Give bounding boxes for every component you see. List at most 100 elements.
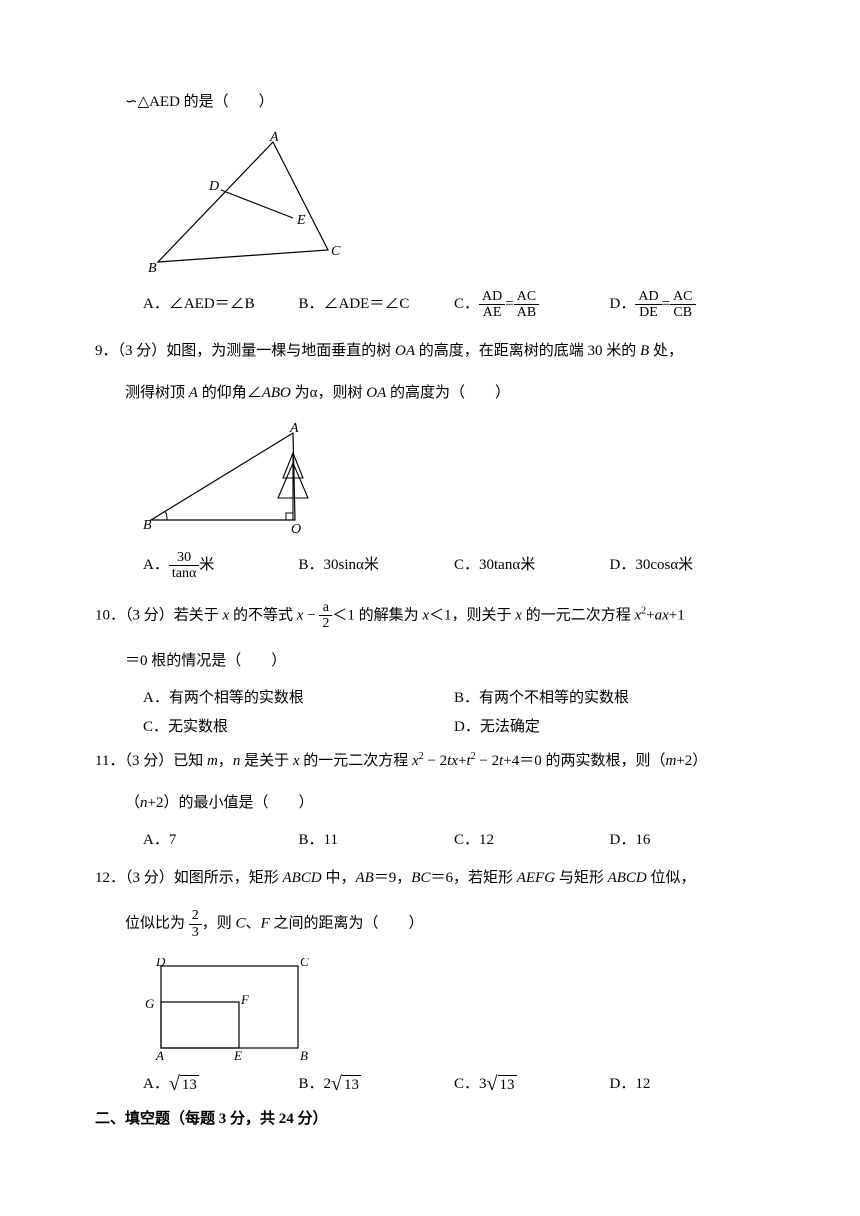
t: A．7 — [143, 833, 176, 848]
t: A．有两个相等的实数根 — [143, 690, 304, 706]
t: OA — [366, 385, 386, 401]
t: 二、填空题（每题 3 分，共 24 分） — [95, 1111, 328, 1127]
q10-opt-a: A．有两个相等的实数根 — [143, 691, 454, 706]
t: +2）的最小值是（ ） — [148, 795, 314, 811]
svg-text:E: E — [233, 1048, 242, 1063]
q8-opt-a-text: A．∠AED＝∠B — [143, 297, 255, 312]
eq: = — [662, 297, 670, 312]
q11-opt-b: B．11 — [299, 833, 455, 848]
t: AEFG — [517, 870, 555, 886]
t: 位似比为 — [125, 916, 189, 932]
t: + — [646, 607, 654, 623]
q8-options: A．∠AED＝∠B B．∠ADE＝∠C C． ADAE = ACAB D． AD… — [95, 289, 765, 321]
q12-opt-a: A． √13 — [143, 1075, 299, 1094]
t: 之间的距离为（ ） — [270, 916, 424, 932]
q8-c-frac2: ACAB — [514, 289, 539, 321]
svg-text:B: B — [148, 261, 157, 276]
t: B．11 — [299, 833, 338, 848]
q12-options: A． √13 B．2 √13 C．3 √13 D．12 — [95, 1075, 765, 1094]
t: ＜1 的解集为 — [332, 607, 422, 623]
t: OA — [395, 343, 415, 359]
t: ＜1，则关于 — [429, 607, 515, 623]
eq: = — [505, 297, 513, 312]
q11-options: A．7 B．11 C．12 D．16 — [95, 833, 765, 848]
rad: √ — [169, 1075, 180, 1093]
q12-stem1: 12．（3 分）如图所示，矩形 ABCD 中，AB＝9，BC＝6，若矩形 AEF… — [95, 866, 765, 890]
t: x — [412, 753, 419, 769]
t: 12．（3 分）如图所示，矩形 — [95, 870, 283, 886]
q8-d-label: D． — [610, 297, 636, 312]
f: AC — [670, 289, 695, 305]
t: − 2 — [424, 753, 447, 769]
t: C．30tanα米 — [454, 558, 535, 573]
svg-text:E: E — [296, 213, 306, 228]
t: A — [189, 385, 198, 401]
t: m — [207, 753, 218, 769]
q12-opt-b: B．2 √13 — [299, 1075, 455, 1094]
t: 11．（3 分）已知 — [95, 753, 207, 769]
t: 的仰角∠ — [198, 385, 262, 401]
svg-text:O: O — [291, 522, 301, 537]
q12-opt-d: D．12 — [610, 1075, 766, 1094]
q10-stem1: 10．（3 分）若关于 x 的不等式 x − a2＜1 的解集为 x＜1，则关于… — [95, 600, 765, 632]
t: D．16 — [610, 833, 651, 848]
t: ABCD — [608, 870, 647, 886]
q8-c-frac1: ADAE — [479, 289, 505, 321]
q11-stem1: 11．（3 分）已知 m，n 是关于 x 的一元二次方程 x2 − 2tx+t2… — [95, 749, 765, 773]
t: AB — [355, 870, 373, 886]
f: AB — [514, 305, 539, 320]
t: D．30cosα米 — [610, 558, 694, 573]
svg-text:B: B — [300, 1048, 308, 1063]
q9-opt-a: A． 30tanα 米 — [143, 550, 299, 582]
f: CB — [670, 305, 695, 320]
t: 10．（3 分）若关于 — [95, 607, 223, 623]
t: n — [140, 795, 148, 811]
t: 、 — [246, 916, 261, 932]
t: A． — [143, 1077, 169, 1092]
svg-text:C: C — [331, 244, 341, 259]
q8-c-label: C． — [454, 297, 479, 312]
t: 的不等式 — [229, 607, 297, 623]
t: C．3 — [454, 1077, 487, 1092]
svg-text:D: D — [155, 958, 166, 969]
q10-opts-row1: A．有两个相等的实数根 B．有两个不相等的实数根 — [95, 691, 765, 706]
q8-opt-c: C． ADAE = ACAB — [454, 289, 610, 321]
q10-frac: a2 — [319, 600, 332, 632]
t: ＝9， — [374, 870, 412, 886]
f: AD — [479, 289, 505, 305]
q10-opt-c: C．无实数根 — [143, 720, 454, 735]
t: x — [515, 607, 522, 623]
q8-stem-text: ∽△AED 的是（ ） — [125, 94, 274, 110]
t: ， — [218, 753, 233, 769]
q11-opt-a: A．7 — [143, 833, 299, 848]
t: B．2 — [299, 1077, 332, 1092]
q11-opt-d: D．16 — [610, 833, 766, 848]
q12-frac: 23 — [189, 908, 202, 940]
t: − — [303, 607, 319, 623]
q9-stem1: 9．（3 分）如图，为测量一棵与地面垂直的树 OA 的高度，在距离树的底端 30… — [95, 339, 765, 363]
svg-text:A: A — [289, 423, 299, 436]
t: 与矩形 — [555, 870, 608, 886]
f: AC — [514, 289, 539, 305]
q9-figure: A B O — [143, 423, 765, 542]
q8-d-frac1: ADDE — [635, 289, 661, 321]
q11-opt-c: C．12 — [454, 833, 610, 848]
t: B．30sinα米 — [299, 558, 379, 573]
t: 为α，则树 — [291, 385, 366, 401]
q8-stem-tail: ∽△AED 的是（ ） — [95, 90, 765, 114]
t: C．无实数根 — [143, 719, 228, 735]
q9-opt-c: C．30tanα米 — [454, 550, 610, 582]
svg-text:B: B — [143, 518, 152, 533]
t: 是关于 — [240, 753, 293, 769]
t: 米 — [199, 558, 214, 573]
t: 中， — [322, 870, 356, 886]
t: B．有两个不相等的实数根 — [454, 690, 629, 706]
q8-opt-a: A．∠AED＝∠B — [143, 289, 299, 321]
q11-stem2: （n+2）的最小值是（ ） — [95, 791, 765, 815]
f: tanα — [169, 566, 199, 581]
f: AD — [635, 289, 661, 305]
svg-text:A: A — [155, 1048, 164, 1063]
rad: √ — [331, 1075, 342, 1093]
svg-text:G: G — [145, 996, 155, 1011]
t: ABCD — [283, 870, 322, 886]
